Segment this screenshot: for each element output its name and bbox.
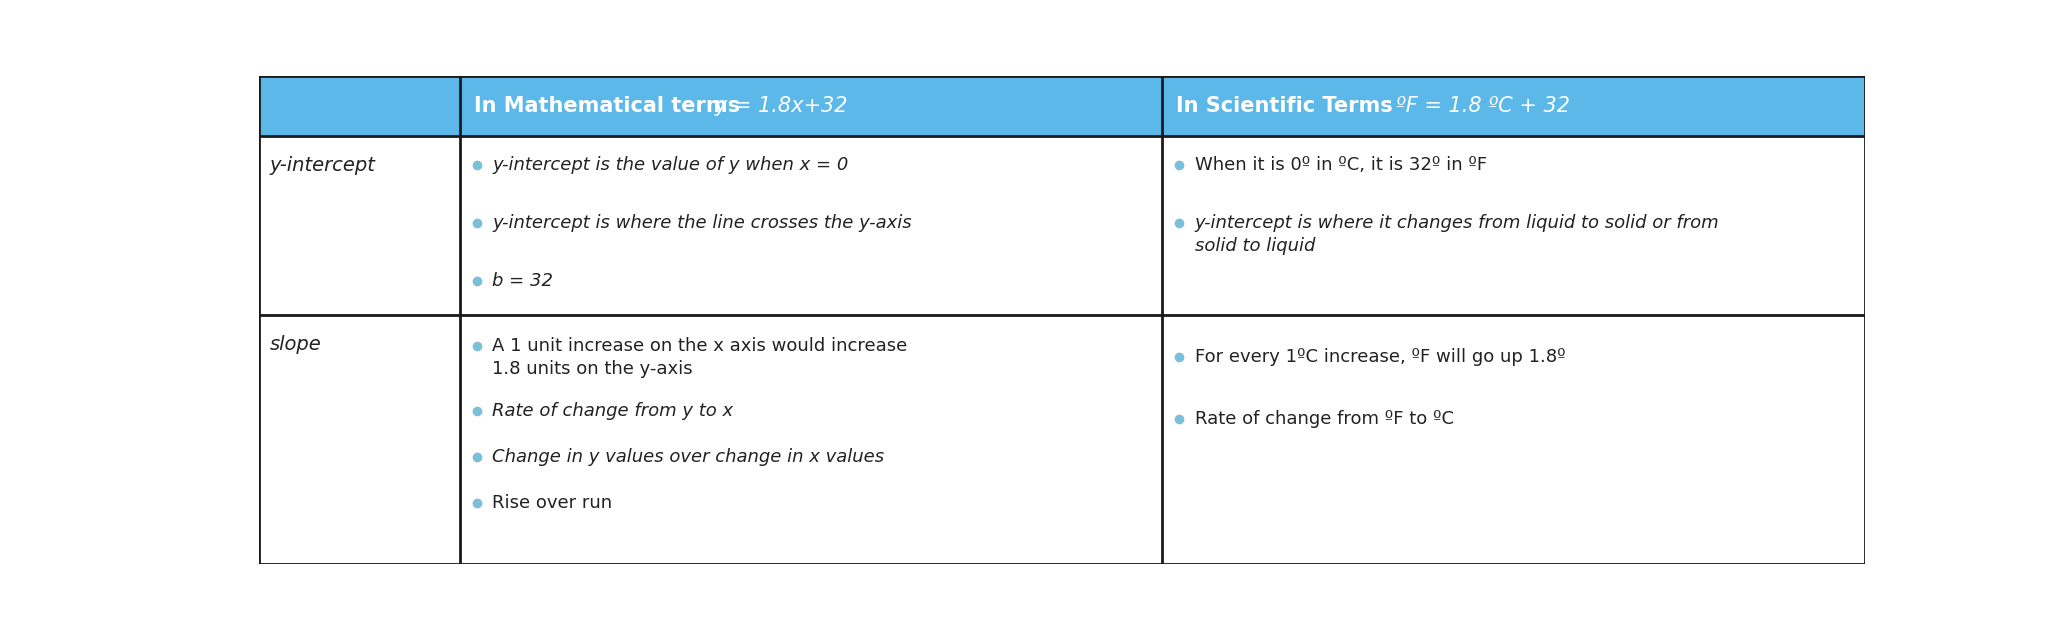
Bar <box>460 76 1162 136</box>
Bar <box>1162 76 1865 136</box>
Bar <box>1162 136 1865 314</box>
Text: ºF = 1.8 ºC + 32: ºF = 1.8 ºC + 32 <box>1376 96 1571 116</box>
Text: y = 1.8x+32: y = 1.8x+32 <box>694 96 847 116</box>
Text: Change in y values over change in x values: Change in y values over change in x valu… <box>493 448 885 466</box>
Text: solid to liquid: solid to liquid <box>1196 237 1316 256</box>
Bar <box>460 314 1162 564</box>
Bar <box>460 136 1162 314</box>
Text: Rate of change from ºF to ºC: Rate of change from ºF to ºC <box>1196 410 1455 428</box>
Text: Rate of change from y to x: Rate of change from y to x <box>493 402 733 420</box>
Text: 1.8 units on the y-axis: 1.8 units on the y-axis <box>493 359 692 378</box>
Text: A 1 unit increase on the x axis would increase: A 1 unit increase on the x axis would in… <box>493 337 908 354</box>
Text: In Mathematical terms: In Mathematical terms <box>474 96 740 116</box>
Text: b = 32: b = 32 <box>493 272 553 290</box>
Text: When it is 0º in ºC, it is 32º in ºF: When it is 0º in ºC, it is 32º in ºF <box>1196 157 1488 174</box>
Text: y-intercept is where it changes from liquid to solid or from: y-intercept is where it changes from liq… <box>1196 214 1720 232</box>
Bar <box>259 76 460 136</box>
Bar <box>259 136 460 314</box>
Text: In Scientific Terms: In Scientific Terms <box>1177 96 1392 116</box>
Text: slope: slope <box>269 335 321 354</box>
Text: y-intercept is where the line crosses the y-axis: y-intercept is where the line crosses th… <box>493 214 912 232</box>
Text: For every 1ºC increase, ºF will go up 1.8º: For every 1ºC increase, ºF will go up 1.… <box>1196 348 1566 366</box>
Bar <box>259 314 460 564</box>
Text: y-intercept: y-intercept <box>269 156 375 175</box>
Text: y-intercept is the value of y when x = 0: y-intercept is the value of y when x = 0 <box>493 157 850 174</box>
Text: Rise over run: Rise over run <box>493 495 613 512</box>
Bar <box>1162 314 1865 564</box>
